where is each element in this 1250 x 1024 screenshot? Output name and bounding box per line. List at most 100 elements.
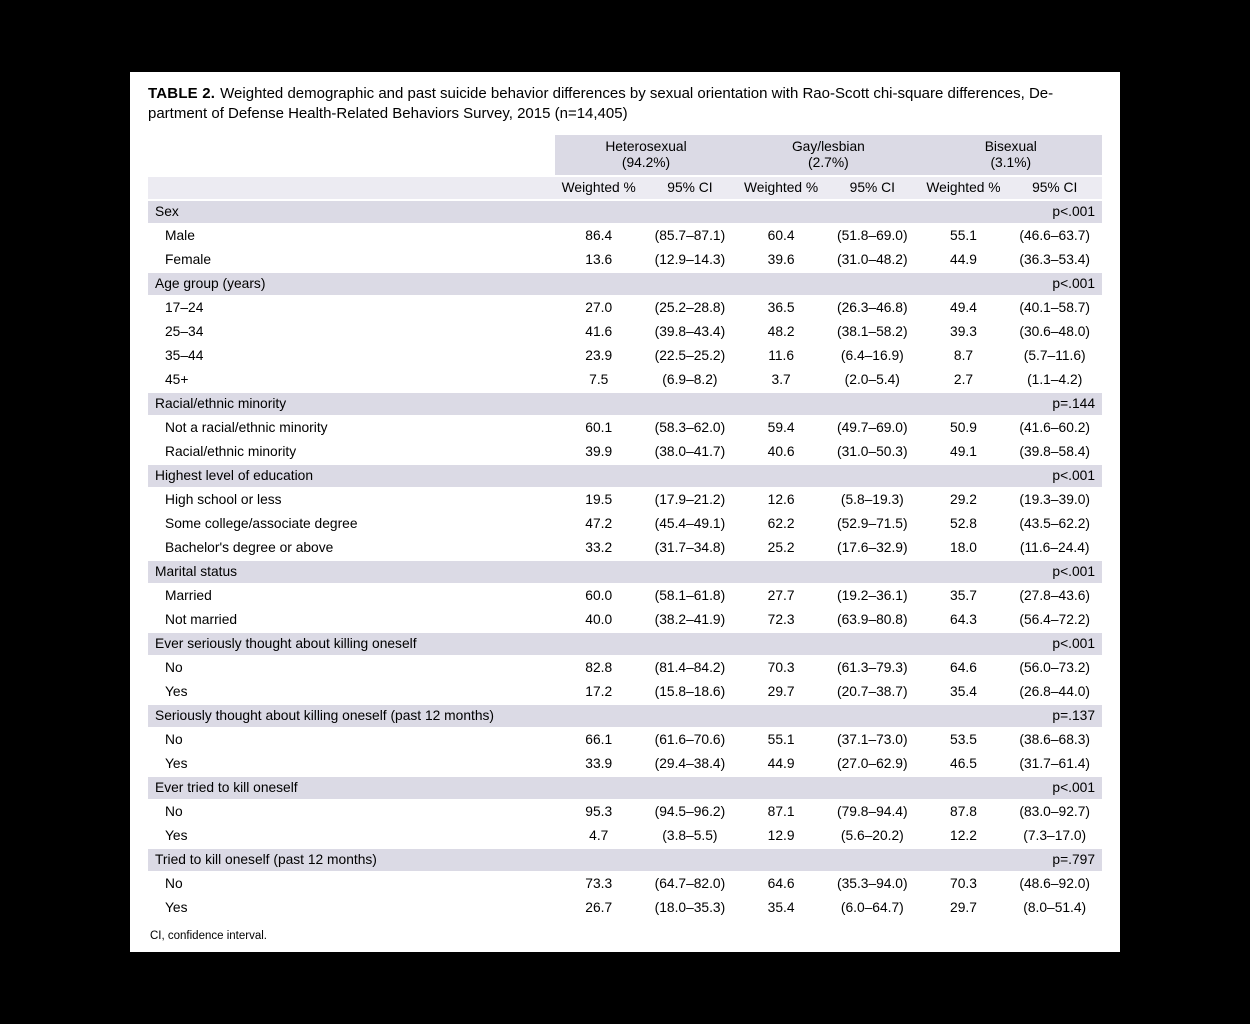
weighted-value: 50.9: [950, 420, 977, 435]
table-row: Yes 4.7 (3.8–5.5) 12.9 (5.6–20.2) 12.2 (7.3–17…: [148, 825, 1102, 847]
weighted-value: 55.1: [950, 228, 977, 243]
ci-value: (27.0–62.9): [837, 756, 908, 771]
ci-column-header: 95% CI: [825, 177, 920, 199]
ci-value: (31.0–50.3): [837, 444, 908, 459]
table-row: No 95.3 (94.5–96.2) 87.1 (79.8–94.4) 87.8 (83.…: [148, 801, 1102, 823]
row-label: No: [165, 876, 183, 891]
weighted-value: 52.8: [950, 516, 977, 531]
section-row: Sex p<.001: [148, 201, 1102, 223]
weighted-value: 72.3: [767, 612, 795, 627]
table-title: TABLE 2. Weighted demographic and past su…: [148, 84, 1102, 124]
weighted-value: 66.1: [585, 732, 613, 747]
section-label: Marital status: [148, 561, 1008, 583]
section-label: Age group (years): [148, 273, 1008, 295]
weighted-value: 26.7: [585, 900, 613, 915]
demographics-table: Heterosexual (94.2%) Gay/lesbian (2.7%) Bise…: [148, 133, 1102, 921]
weighted-value: 62.2: [767, 516, 795, 531]
weighted-value: 39.9: [585, 444, 613, 459]
weighted-value: 64.6: [767, 876, 795, 891]
ci-value: (36.3–53.4): [1019, 252, 1090, 267]
weighted-value: 40.6: [767, 444, 795, 459]
table-row: 25–34 41.6 (39.8–43.4) 48.2 (38.1–58.2) 39.3 (…: [148, 321, 1102, 343]
ci-value: (64.7–82.0): [654, 876, 726, 891]
section-label: Sex: [148, 201, 1008, 223]
ci-value: (46.6–63.7): [1019, 228, 1090, 243]
weighted-value: 23.9: [585, 348, 613, 363]
ci-value: (39.8–43.4): [654, 324, 726, 339]
weighted-value: 39.6: [767, 252, 795, 267]
weighted-value: 35.4: [767, 900, 795, 915]
ci-value: (3.8–5.5): [662, 828, 718, 843]
ci-value: (41.6–60.2): [1019, 420, 1090, 435]
row-label: Male: [165, 228, 195, 243]
ci-value: (12.9–14.3): [654, 252, 726, 267]
weighted-value: 40.0: [585, 612, 613, 627]
subheader-row: Weighted % 95% CI Weighted % 95% CI Weighted…: [148, 177, 1102, 199]
weighted-value: 87.1: [767, 804, 795, 819]
section-label: Highest level of education: [148, 465, 1008, 487]
ci-value: (29.4–38.4): [654, 756, 726, 771]
group-header: Bisexual (3.1%): [919, 135, 1102, 175]
weighted-value: 27.7: [767, 588, 795, 603]
table-title-line1: Weighted demographic and past suicide be…: [220, 85, 1054, 102]
ci-value: (30.6–48.0): [1019, 324, 1090, 339]
table-row: Married 60.0 (58.1–61.8) 27.7 (19.2–36.1) 35.…: [148, 585, 1102, 607]
table-row: Racial/ethnic minority 39.9 (38.0–41.7) 40.…: [148, 441, 1102, 463]
ci-value: (52.9–71.5): [837, 516, 908, 531]
ci-value: (26.8–44.0): [1019, 684, 1090, 699]
section-label: Ever seriously thought about killing one…: [148, 633, 1008, 655]
ci-value: (61.3–79.3): [837, 660, 908, 675]
table-row: No 66.1 (61.6–70.6) 55.1 (37.1–73.0) 53.5 (38.…: [148, 729, 1102, 751]
weighted-value: 49.1: [950, 444, 977, 459]
section-row: Ever seriously thought about killing one…: [148, 633, 1102, 655]
ci-value: (1.1–4.2): [1027, 372, 1083, 387]
weighted-value: 49.4: [950, 300, 977, 315]
ci-value: (63.9–80.8): [837, 612, 908, 627]
row-label: Some college/associate degree: [165, 516, 358, 531]
weighted-value: 19.5: [585, 492, 613, 507]
ci-value: (18.0–35.3): [654, 900, 726, 915]
table-row: Yes 26.7 (18.0–35.3) 35.4 (6.0–64.7) 29.7 (8.0…: [148, 897, 1102, 919]
weighted-column-header: Weighted %: [737, 177, 826, 199]
ci-value: (58.3–62.0): [654, 420, 726, 435]
weighted-value: 55.1: [767, 732, 795, 747]
row-label: Yes: [165, 900, 188, 915]
subheader-corner-cell: [148, 177, 555, 199]
weighted-value: 60.1: [585, 420, 613, 435]
weighted-value: 95.3: [585, 804, 613, 819]
ci-value: (25.2–28.8): [654, 300, 726, 315]
ci-value: (94.5–96.2): [654, 804, 726, 819]
row-label: Yes: [165, 756, 188, 771]
section-pvalue: p<.001: [1007, 777, 1102, 799]
ci-value: (45.4–49.1): [654, 516, 726, 531]
weighted-column-header: Weighted %: [554, 177, 643, 199]
section-pvalue: p<.001: [1007, 201, 1102, 223]
ci-value: (83.0–92.7): [1019, 804, 1090, 819]
weighted-value: 2.7: [953, 372, 974, 387]
weighted-value: 64.6: [950, 660, 977, 675]
row-label: Not married: [165, 612, 238, 627]
ci-value: (19.2–36.1): [837, 588, 908, 603]
weighted-value: 70.3: [950, 876, 977, 891]
ci-value: (5.7–11.6): [1023, 348, 1086, 363]
table-number-label: TABLE 2.: [148, 85, 216, 102]
ci-value: (5.6–20.2): [840, 828, 904, 843]
table-row: 35–44 23.9 (22.5–25.2) 11.6 (6.4–16.9) 8.7 (5.…: [148, 345, 1102, 367]
section-pvalue: p=.137: [1007, 705, 1102, 727]
weighted-value: 35.4: [950, 684, 977, 699]
weighted-value: 86.4: [585, 228, 613, 243]
row-label: No: [165, 660, 183, 675]
row-label: Yes: [165, 828, 188, 843]
table-title-line2: partment of Defense Health-Related Behav…: [148, 105, 628, 122]
weighted-value: 8.7: [953, 348, 974, 363]
weighted-value: 60.0: [585, 588, 613, 603]
weighted-value: 12.9: [767, 828, 795, 843]
weighted-value: 13.6: [585, 252, 613, 267]
ci-value: (17.6–32.9): [837, 540, 908, 555]
ci-value: (31.7–34.8): [654, 540, 726, 555]
section-pvalue: p<.001: [1007, 465, 1102, 487]
weighted-value: 73.3: [585, 876, 613, 891]
ci-column-header: 95% CI: [1007, 177, 1102, 199]
table-row: Not married 40.0 (38.2–41.9) 72.3 (63.9–80.8…: [148, 609, 1102, 631]
